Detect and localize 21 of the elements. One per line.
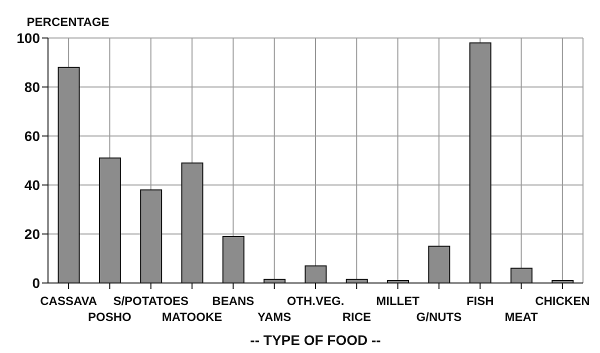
x-tick-label: YAMS	[258, 310, 292, 324]
x-tick-label: S/POTATOES	[113, 294, 189, 308]
x-tick-label: MEAT	[504, 310, 538, 324]
y-axis-title: PERCENTAGE	[26, 15, 110, 29]
y-tick-label: 40	[24, 176, 40, 193]
x-axis-title: -- TYPE OF FOOD --	[250, 332, 382, 348]
x-tick-label: OTH.VEG.	[286, 294, 344, 308]
x-tick-label: POSHO	[88, 310, 132, 324]
x-tick-label: RICE	[342, 310, 371, 324]
x-tick-label: BEANS	[212, 294, 254, 308]
y-tick-label: 100	[16, 30, 40, 46]
x-tick-label: FISH	[466, 294, 494, 308]
x-tick-label: MILLET	[376, 294, 420, 308]
y-tick-label: 60	[24, 128, 40, 144]
y-tick-label: 0	[32, 274, 40, 291]
y-tick-label: 20	[24, 226, 40, 242]
x-tick-label: CASSAVA	[40, 294, 98, 308]
x-tick-label: MATOOKE	[162, 310, 222, 324]
x-tick-label: G/NUTS	[416, 310, 462, 324]
y-tick-label: 80	[24, 78, 40, 95]
x-tick-label: CHICKEN	[535, 294, 590, 308]
